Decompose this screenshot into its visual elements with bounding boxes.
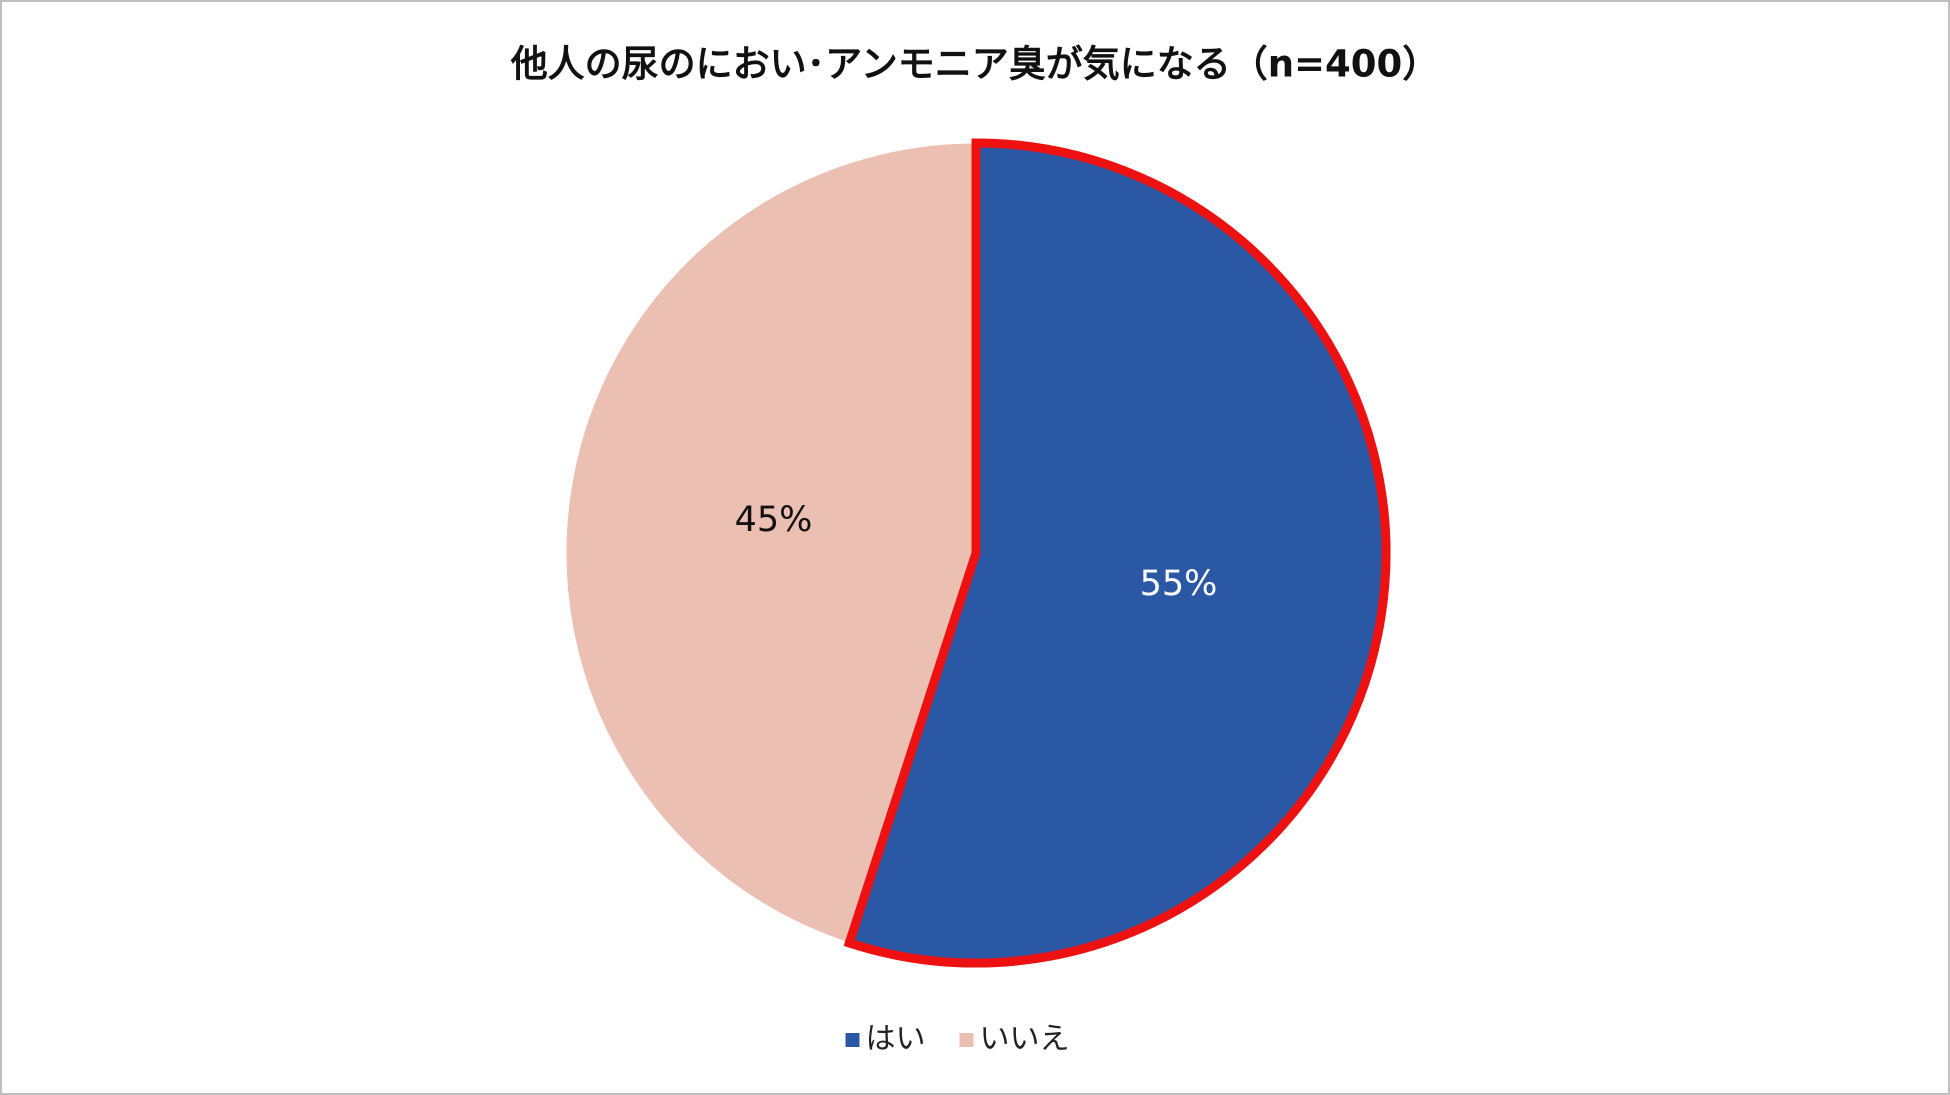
data-label: 55% xyxy=(1140,564,1218,604)
chart-title: 他人の尿のにおい･アンモニア臭が気になる（n=400） xyxy=(510,43,1440,86)
legend-marker xyxy=(845,1033,860,1047)
data-label: 45% xyxy=(735,500,813,540)
legend-label: はい xyxy=(866,1022,926,1057)
pie-slice xyxy=(565,142,977,944)
legend-marker xyxy=(959,1033,974,1047)
slice-highlight xyxy=(843,138,1391,968)
pie: 55% 45% xyxy=(565,138,1391,968)
legend-label: いいえ xyxy=(980,1022,1070,1057)
legend: はい いいえ xyxy=(845,1022,1070,1057)
